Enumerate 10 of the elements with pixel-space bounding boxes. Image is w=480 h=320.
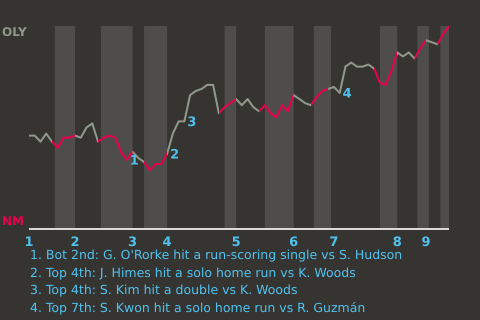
text: 3. Top 4th: S. Kim hit a double vs K. Woods (30, 281, 299, 298)
text: 4. Top 7th: S. Kwon hit a solo home run vs R. Guzmán (30, 298, 366, 316)
annotation: 3 (187, 115, 196, 130)
text: OLY (2, 24, 27, 40)
annotation: 2 (170, 148, 180, 163)
annotation: 4 (342, 86, 352, 102)
annotation: 1 (130, 154, 139, 169)
x-tick-label: 9 (421, 235, 431, 250)
text: NM (2, 213, 24, 229)
text: 2. Top 4th: J. Himes hit a solo home run vs K. Woods (30, 264, 357, 281)
